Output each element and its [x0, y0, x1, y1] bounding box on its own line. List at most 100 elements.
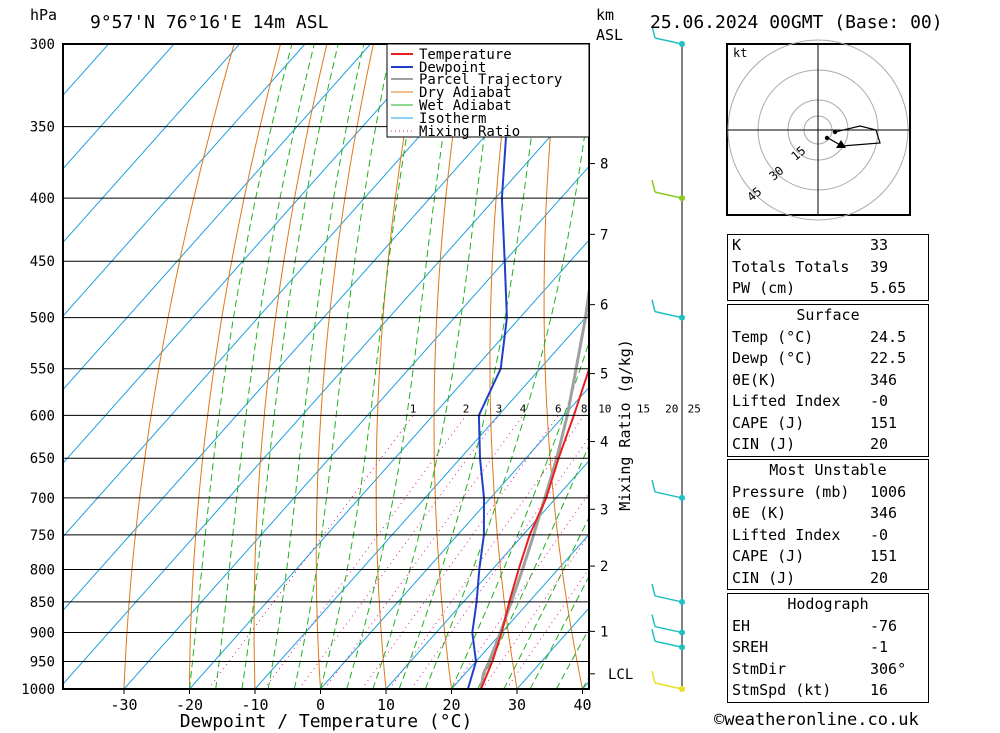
hodograph-row: SREH -1 — [732, 638, 889, 656]
mixing-ratio-line — [505, 567, 589, 689]
dry-adiabat-line — [930, 44, 1000, 689]
height-tick-label: LCL — [608, 667, 633, 683]
surface-row: Lifted Index -0 — [732, 392, 889, 410]
parcel-trajectory-line — [479, 280, 589, 689]
isotherm-line — [123, 165, 589, 689]
height-unit-km: km — [596, 6, 614, 24]
temp-tick-label: 20 — [442, 696, 460, 714]
index-row-k: K 33 — [732, 236, 889, 254]
height-tick-label: 1 — [600, 624, 608, 640]
most-unstable-row: CIN (J) 20 — [732, 568, 889, 587]
dewpoint-line — [466, 44, 516, 689]
pressure-tick-label: 600 — [30, 408, 55, 424]
index-row-pw: PW (cm) 5.65 — [732, 279, 907, 297]
mixing-ratio-label: 25 — [688, 402, 701, 415]
wind-barb-flag — [651, 670, 656, 684]
dry-adiabat-line — [315, 44, 374, 689]
dry-adiabat-line — [647, 44, 713, 689]
pressure-tick-label: 500 — [30, 311, 55, 327]
mixing-ratio-label: 4 — [520, 402, 527, 415]
hodograph-unit: kt — [733, 46, 747, 60]
copyright-footer: ©weatheronline.co.uk — [714, 710, 919, 730]
isotherm-line — [63, 44, 306, 317]
isotherm-line — [63, 92, 589, 685]
wind-barb-staff — [654, 491, 683, 499]
isotherm-line — [189, 239, 589, 689]
surface-row: Dewp (°C) 22.5 — [732, 349, 907, 367]
most-unstable-table: Most Unstable Pressure (mb) 1006 θE (K) 34… — [727, 459, 929, 590]
dry-adiabat-line — [433, 44, 467, 689]
wet-adiabat-line — [451, 340, 589, 689]
hodograph-row: StmSpd (kt) 16 — [732, 681, 889, 699]
mixing-ratio-line — [298, 415, 500, 689]
height-tick-label: 4 — [600, 434, 608, 450]
dry-adiabat-line — [375, 44, 421, 689]
height-tick-label: 6 — [600, 298, 608, 314]
legend-label-dewpoint: Dewpoint — [419, 60, 486, 76]
wind-barb-flag — [651, 614, 656, 627]
pressure-unit-label: hPa — [30, 6, 57, 24]
temp-tick-label: -10 — [241, 696, 268, 714]
isotherm-line — [63, 44, 502, 538]
isotherm-line — [63, 44, 175, 170]
wind-barb-staff — [654, 191, 683, 199]
isotherm-line — [320, 386, 589, 689]
isotherm-line — [63, 44, 568, 612]
x-axis-label: Dewpoint / Temperature (°C) — [180, 711, 473, 732]
isotherm-line — [254, 312, 589, 689]
mixing-ratio-label: 8 — [581, 402, 588, 415]
isotherm-line — [63, 44, 240, 244]
dry-adiabat-line — [123, 44, 235, 689]
pressure-tick-label: 1000 — [21, 682, 55, 698]
temp-tick-label: 30 — [508, 696, 526, 714]
pressure-tick-label: 700 — [30, 491, 55, 507]
pressure-tick-label: 750 — [30, 528, 55, 544]
plot-frame — [62, 43, 590, 690]
isotherm-line — [385, 460, 589, 689]
mixing-ratio-line — [388, 415, 585, 689]
most-unstable-title: Most Unstable — [769, 461, 887, 479]
temp-tick-label: 10 — [377, 696, 395, 714]
mixing-ratio-label: 15 — [637, 402, 650, 415]
index-row-totals: Totals Totals 39 — [732, 257, 889, 276]
pressure-tick-label: 650 — [30, 451, 55, 467]
pressure-tick-label: 550 — [30, 362, 55, 378]
legend-label-isotherm: Isotherm — [419, 111, 486, 127]
height-tick-label: 8 — [600, 157, 608, 173]
hodograph-point — [824, 135, 830, 141]
height-unit-asl: ASL — [596, 26, 623, 44]
pressure-tick-label: 850 — [30, 595, 55, 611]
indices-table: K 33 Totals Totals 39 PW (cm) 5.65 — [727, 234, 929, 301]
hodograph-row: StmDir 306° — [732, 659, 907, 678]
hodograph-table: Hodograph EH -76 SREH -1 StmDir 306° StmSpd… — [727, 593, 929, 703]
surface-row: θE(K) 346 — [732, 370, 898, 389]
storm-motion-marker — [836, 140, 846, 148]
surface-row: CIN (J) 20 — [732, 435, 889, 453]
most-unstable-row: θE (K) 346 — [732, 504, 898, 522]
mixing-ratio-label: 20 — [665, 402, 678, 415]
wet-adiabat-line — [189, 44, 293, 689]
mixing-ratio-line — [410, 436, 589, 689]
wind-barb-staff — [654, 625, 683, 634]
legend-label-temperature: Temperature — [419, 47, 512, 63]
wind-barb-flag — [651, 299, 656, 312]
legend-label-wet-adiabat: Wet Adiabat — [419, 98, 512, 114]
mixing-ratio-line — [263, 415, 467, 689]
location-title: 9°57'N 76°16'E 14m ASL — [90, 12, 329, 33]
dry-adiabat-line — [253, 44, 328, 689]
wind-barb-flag — [651, 479, 656, 493]
temp-tick-label: 0 — [316, 696, 325, 714]
hodograph-row: EH -76 — [732, 616, 898, 635]
surface-title: Surface — [796, 306, 860, 324]
wind-barb-flag — [651, 583, 656, 597]
dry-adiabat-line — [977, 44, 1000, 689]
legend: Temperature Dewpoint Parcel Trajectory D… — [386, 43, 590, 140]
mixing-ratio-line — [207, 415, 414, 689]
pressure-tick-label: 900 — [30, 626, 55, 642]
mixing-ratio-label: 1 — [410, 402, 417, 415]
hodograph-title: Hodograph — [787, 595, 869, 613]
most-unstable-row: Lifted Index -0 — [732, 525, 889, 544]
dry-adiabat-line — [189, 44, 281, 689]
temp-tick-label: -30 — [110, 696, 137, 714]
mixing-ratio-line — [482, 534, 589, 689]
